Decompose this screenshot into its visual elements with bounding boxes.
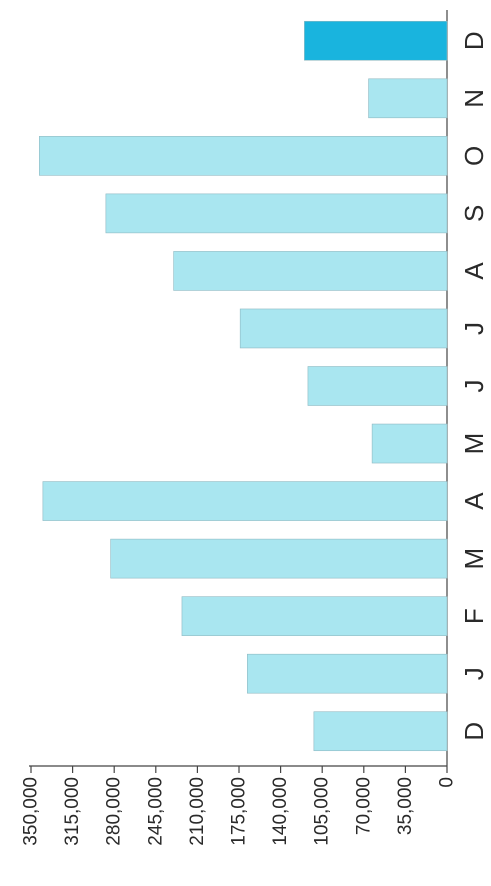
bar-10 <box>105 193 448 234</box>
bar-9 <box>173 251 448 291</box>
value-tick-label: 315,000 <box>62 777 83 846</box>
bar-7 <box>307 366 448 406</box>
value-tick-label: 210,000 <box>187 777 208 846</box>
value-tick-label: 35,000 <box>395 777 416 835</box>
bar-5 <box>42 481 448 521</box>
value-tick-label: 0 <box>437 777 458 788</box>
category-label-4: M <box>459 548 489 570</box>
category-label-7: J <box>459 380 489 393</box>
bar-11 <box>39 136 448 176</box>
category-label-1: D <box>459 722 489 741</box>
category-label-5: A <box>459 492 489 510</box>
value-tick-label: 175,000 <box>229 777 250 846</box>
category-label-6: M <box>459 433 489 455</box>
bar-12 <box>368 78 448 119</box>
category-label-3: F <box>459 608 489 624</box>
category-label-12: N <box>459 89 489 108</box>
category-label-9: A <box>459 262 489 280</box>
bar-4 <box>110 538 448 579</box>
value-tick-label: 245,000 <box>145 777 166 846</box>
bar-1 <box>313 711 448 752</box>
category-label-13: D <box>459 31 489 50</box>
category-label-8: J <box>459 322 489 335</box>
bar-6 <box>371 423 448 464</box>
labels-layer: D J F M A M J J A S O N D <box>459 31 489 740</box>
category-label-10: S <box>459 205 489 222</box>
value-tick-label: 140,000 <box>270 777 291 846</box>
bars-layer <box>39 20 448 752</box>
value-tick-label: 280,000 <box>104 777 125 846</box>
axis-layer: 0 35,000 70,000 105,000 140,000 175,000 210,00… <box>21 10 458 846</box>
value-tick-label: 105,000 <box>312 777 333 846</box>
category-label-2: J <box>459 667 489 680</box>
value-tick-label: 350,000 <box>21 777 42 846</box>
bar-2 <box>247 653 448 694</box>
value-tick-label: 70,000 <box>353 777 374 835</box>
bar-13 <box>304 20 448 61</box>
bar-8 <box>239 308 448 349</box>
category-label-11: O <box>459 146 489 166</box>
bar-3 <box>181 596 448 636</box>
